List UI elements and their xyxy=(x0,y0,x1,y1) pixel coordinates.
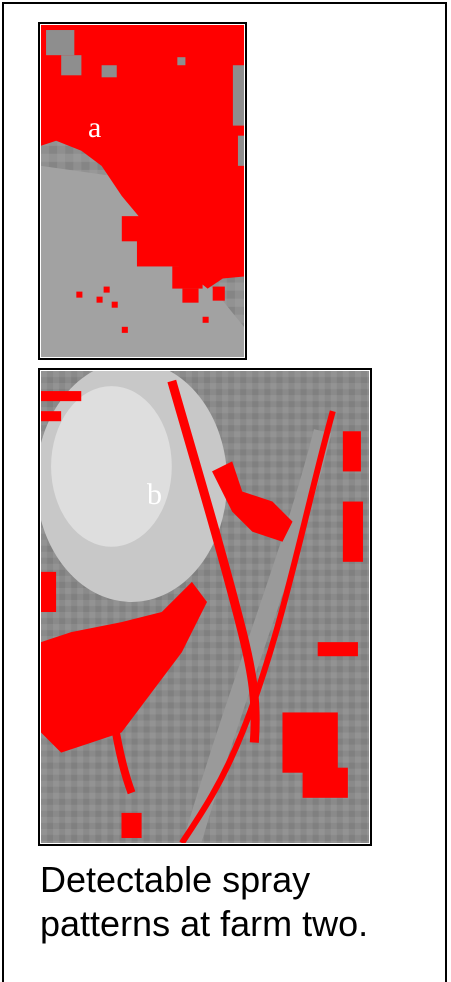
spray-fringe xyxy=(136,236,183,267)
gray-inclusion xyxy=(237,135,244,166)
spray-fringe xyxy=(182,288,199,303)
spray-map-a xyxy=(41,25,244,357)
spray-dot xyxy=(103,286,110,293)
spray-area-a xyxy=(41,25,244,289)
gray-inclusion xyxy=(46,30,75,56)
spray-map-b xyxy=(41,371,369,843)
gray-inclusion xyxy=(61,55,82,76)
spray-area-b xyxy=(41,581,208,753)
spray-patch-b xyxy=(41,571,57,613)
spray-strip-b xyxy=(97,641,136,795)
spray-patch-b xyxy=(342,431,361,472)
image-panel-a xyxy=(38,22,247,360)
spray-patch-b xyxy=(212,461,293,542)
spray-dot xyxy=(202,316,209,323)
spray-dot xyxy=(121,326,128,333)
spray-patch-b xyxy=(302,767,348,798)
spray-fringe xyxy=(172,266,203,289)
spray-patch-b xyxy=(282,712,338,773)
spray-dot xyxy=(96,296,103,303)
spray-patch-b xyxy=(41,391,82,402)
track-b xyxy=(183,429,332,843)
spray-strip-b xyxy=(179,410,336,843)
figure-caption: Detectable spray patterns at farm two. xyxy=(40,859,369,944)
panel-label-a: a xyxy=(88,111,102,144)
panel-label-b: b xyxy=(147,478,162,511)
spray-patch-b xyxy=(342,501,363,562)
gray-inclusion xyxy=(232,65,244,126)
gray-inclusion xyxy=(177,57,186,66)
spray-patch-b xyxy=(121,812,142,838)
spray-dot xyxy=(76,291,83,298)
spray-patch-b xyxy=(41,411,62,422)
bright-field-core xyxy=(51,386,172,547)
spray-dot xyxy=(111,301,118,308)
spray-patch-b xyxy=(317,642,358,657)
gray-inclusion xyxy=(101,65,117,78)
image-panel-b xyxy=(38,368,372,846)
spray-fringe xyxy=(212,286,225,301)
